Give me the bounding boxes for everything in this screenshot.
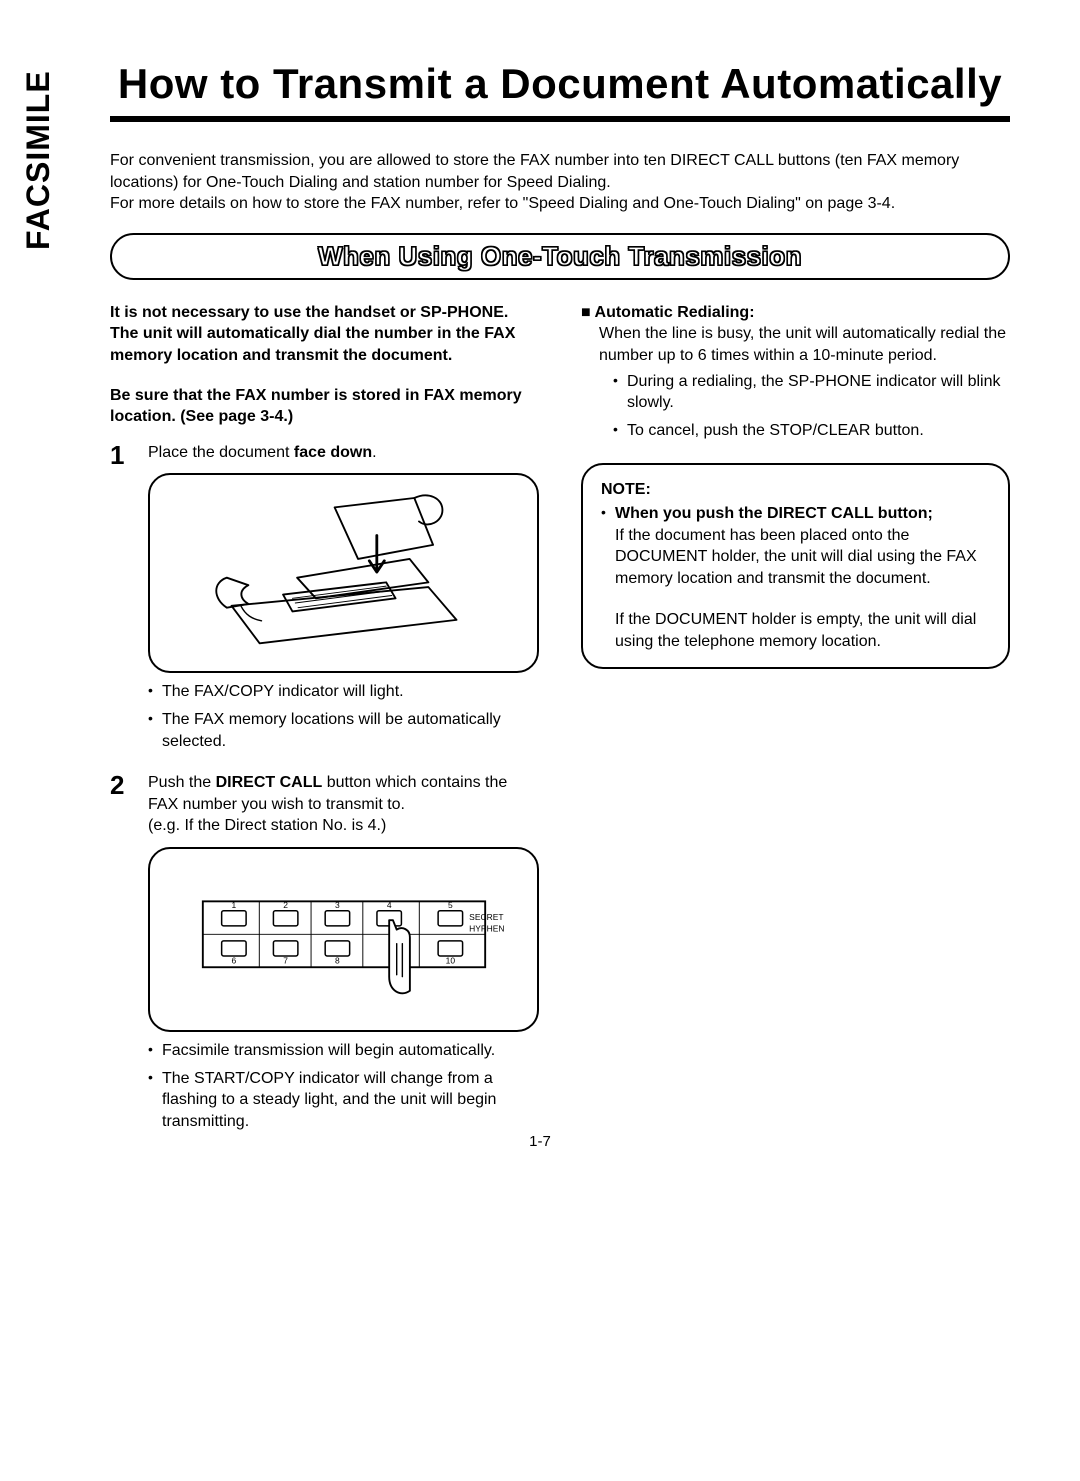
step-1-prefix: Place the document bbox=[148, 444, 294, 461]
step-1-suffix: . bbox=[372, 444, 376, 461]
step-1-bullets: The FAX/COPY indicator will light. The F… bbox=[148, 681, 539, 752]
svg-text:7: 7 bbox=[283, 956, 288, 966]
auto-redial-label: Automatic Redialing: bbox=[581, 304, 755, 321]
bullet-item: The START/COPY indicator will change fro… bbox=[148, 1068, 539, 1133]
auto-redial-bullets: During a redialing, the SP-PHONE indicat… bbox=[613, 371, 1010, 442]
note-label: NOTE: bbox=[601, 479, 990, 501]
step-2: 2 Push the DIRECT CALL button which cont… bbox=[110, 772, 539, 1138]
svg-text:SECRET: SECRET bbox=[469, 913, 503, 923]
lead-paragraph: It is not necessary to use the handset o… bbox=[110, 302, 539, 367]
svg-text:8: 8 bbox=[335, 956, 340, 966]
note-bold: When you push the DIRECT CALL button; bbox=[615, 505, 933, 522]
bullet-item: During a redialing, the SP-PHONE indicat… bbox=[613, 371, 1010, 414]
step-2-prefix: Push the bbox=[148, 774, 216, 791]
step-1: 1 Place the document face down. bbox=[110, 442, 539, 758]
step-number: 2 bbox=[110, 772, 134, 798]
note-lead: When you push the DIRECT CALL button; If… bbox=[601, 503, 990, 589]
auto-redial-body: When the line is busy, the unit will aut… bbox=[599, 323, 1010, 366]
intro-line: For convenient transmission, you are all… bbox=[110, 150, 1010, 193]
note-box: NOTE: When you push the DIRECT CALL butt… bbox=[581, 463, 1010, 668]
page-title: How to Transmit a Document Automatically bbox=[110, 60, 1010, 108]
title-rule bbox=[110, 116, 1010, 122]
note-p2: If the DOCUMENT holder is empty, the uni… bbox=[601, 609, 990, 652]
section-heading-pill: When Using One-Touch Transmission bbox=[110, 233, 1010, 280]
note-p1: If the document has been placed onto the… bbox=[615, 527, 977, 587]
page-number: 1-7 bbox=[0, 1133, 1080, 1150]
bullet-item: To cancel, push the STOP/CLEAR button. bbox=[613, 420, 1010, 442]
svg-text:2: 2 bbox=[283, 900, 288, 910]
bullet-item: The FAX/COPY indicator will light. bbox=[148, 681, 539, 703]
bullet-item: The FAX memory locations will be automat… bbox=[148, 709, 539, 752]
figure-fax-machine bbox=[148, 473, 539, 673]
step-1-text: Place the document face down. bbox=[148, 442, 539, 464]
figure-direct-call-keypad: 1 2 3 4 5 bbox=[148, 847, 539, 1032]
step-2-text: Push the DIRECT CALL button which contai… bbox=[148, 772, 539, 815]
step-1-bold: face down bbox=[294, 444, 372, 461]
intro-line: For more details on how to store the FAX… bbox=[110, 193, 1010, 215]
step-number: 1 bbox=[110, 442, 134, 468]
step-2-bullets: Facsimile transmission will begin automa… bbox=[148, 1040, 539, 1132]
warning-paragraph: Be sure that the FAX number is stored in… bbox=[110, 385, 539, 428]
auto-redial-heading: Automatic Redialing: bbox=[581, 302, 1010, 324]
right-column: Automatic Redialing: When the line is bu… bbox=[581, 302, 1010, 1139]
svg-text:6: 6 bbox=[231, 956, 236, 966]
bullet-item: Facsimile transmission will begin automa… bbox=[148, 1040, 539, 1062]
step-2-bold: DIRECT CALL bbox=[216, 774, 323, 791]
svg-text:1: 1 bbox=[231, 900, 236, 910]
svg-text:3: 3 bbox=[335, 900, 340, 910]
side-tab-facsimile: FACSIMILE bbox=[20, 70, 57, 250]
svg-text:5: 5 bbox=[447, 900, 452, 910]
svg-text:HYPHEN: HYPHEN bbox=[469, 924, 504, 934]
left-column: It is not necessary to use the handset o… bbox=[110, 302, 539, 1139]
step-2-example: (e.g. If the Direct station No. is 4.) bbox=[148, 815, 539, 837]
intro-text: For convenient transmission, you are all… bbox=[110, 150, 1010, 215]
svg-text:4: 4 bbox=[386, 900, 391, 910]
svg-text:10: 10 bbox=[445, 956, 455, 966]
